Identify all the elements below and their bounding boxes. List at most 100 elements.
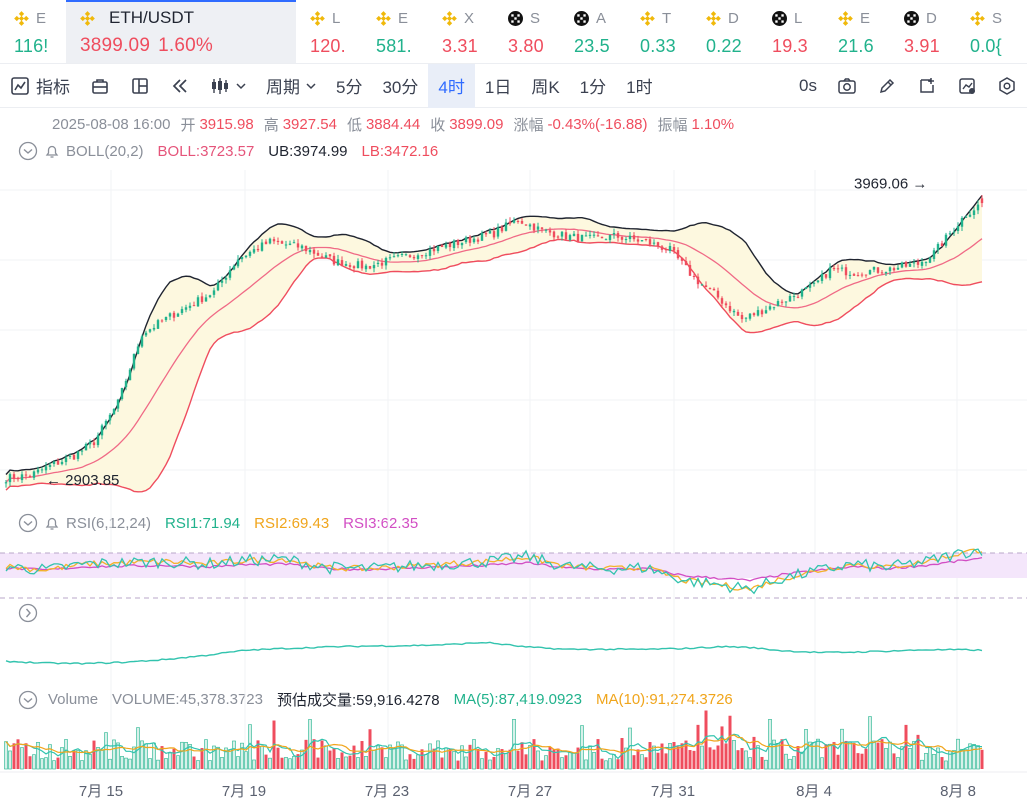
interval-button[interactable]: 30分 (382, 78, 419, 97)
x-tick-label: 8月 8 (940, 783, 976, 800)
candle-body (104, 420, 108, 426)
volume-bar (120, 756, 124, 770)
interval-button[interactable]: 1日 (484, 78, 512, 97)
candle-body (744, 317, 748, 319)
candle-body (904, 261, 908, 267)
volume-bar (940, 757, 944, 769)
interval-button[interactable]: 周K (531, 78, 560, 97)
ticker-header: ETH/USDT (80, 7, 296, 29)
candle-body (364, 265, 368, 270)
chart-type-button[interactable] (80, 64, 120, 108)
ticker-item[interactable]: E 581. (362, 0, 428, 63)
countdown: 0s (789, 64, 827, 108)
ticker-item[interactable]: L 120. (296, 0, 362, 63)
compare-button[interactable] (947, 64, 987, 108)
candle-style-button[interactable] (200, 64, 256, 108)
volume-bar (352, 745, 356, 769)
volume-bar (636, 749, 640, 769)
alert-bell-icon[interactable] (42, 141, 62, 161)
ticker-price: 3.31 (442, 36, 478, 56)
volume-bar (168, 752, 172, 770)
ticker-value-row: 3.91 (904, 36, 956, 57)
interval-button[interactable]: 1时 (626, 78, 653, 97)
x-tick-label: 7月 23 (365, 783, 409, 800)
candle-body (600, 236, 604, 239)
indicator-label: 指标 (36, 78, 70, 97)
ticker-item[interactable]: X 3.31 (428, 0, 494, 63)
interval-button[interactable]: 4时 (428, 63, 475, 108)
visibility-toggle-icon[interactable] (18, 141, 38, 161)
ticker-item[interactable]: A 23.5 (560, 0, 626, 63)
settings-button[interactable] (987, 64, 1027, 108)
candle-body (200, 296, 204, 303)
ticker-strip: E 116! ETH/USDT 3899.09 1.60% L 120. E 581. X 3.31… (0, 0, 1027, 64)
ticker-item[interactable]: D 3.91 (890, 0, 956, 63)
candle-body (908, 263, 912, 267)
candle-body (356, 261, 360, 268)
candle-body (48, 464, 52, 467)
ticker-item[interactable]: D 0.22 (692, 0, 758, 63)
volume-bar (228, 749, 232, 770)
countdown-label: 0s (799, 75, 817, 95)
volume-bar (860, 753, 864, 769)
candle-body (792, 296, 796, 298)
candle-body (56, 460, 60, 465)
period-dropdown[interactable]: 周期 (256, 64, 326, 108)
volume-bar (64, 739, 68, 770)
amplitude-value: 1.10% (691, 116, 735, 133)
ticker-item[interactable]: E 21.6 (824, 0, 890, 63)
candle-body (112, 408, 116, 415)
candle-body (828, 267, 832, 279)
candle-body (220, 280, 224, 283)
volume-bar (412, 758, 416, 769)
visibility-toggle-icon[interactable] (18, 690, 38, 710)
candle-body (716, 290, 720, 298)
volume-bar (224, 747, 228, 770)
ticker-item[interactable]: L 19.3 (758, 0, 824, 63)
volume-bar (852, 742, 856, 769)
expand-chevron-icon[interactable] (18, 603, 38, 623)
ticker-value-row: 120. (310, 36, 362, 57)
candle-body (536, 226, 540, 230)
price-chart[interactable]: 3969.06 → ← 2903.85 7月 15 7月 19 7月 23 7月 27 7月… (0, 108, 1027, 808)
volume-bar (760, 756, 764, 769)
ticker-item[interactable]: T 0.33 (626, 0, 692, 63)
candle-body (80, 450, 84, 452)
low-value: 3884.44 (365, 116, 421, 133)
candle-body (336, 259, 340, 266)
volume-bar (728, 715, 732, 769)
alert-bell-icon[interactable] (42, 513, 62, 533)
volume-bar (944, 760, 948, 770)
candle-body (740, 314, 744, 320)
draw-button[interactable] (867, 64, 907, 108)
volume-bar (216, 746, 220, 770)
candle-body (124, 380, 128, 388)
add-annotation-button[interactable] (907, 64, 947, 108)
visibility-toggle-icon[interactable] (18, 513, 38, 533)
screenshot-button[interactable] (827, 64, 867, 108)
ticker-item[interactable]: S 3.80 (494, 0, 560, 63)
settings-icon (999, 76, 1015, 95)
volume-bar (788, 758, 792, 770)
indicator-button[interactable]: 指标 (0, 64, 80, 108)
candle-body (500, 227, 504, 232)
ticker-active[interactable]: ETH/USDT 3899.09 1.60% (66, 0, 296, 63)
layout-button[interactable] (120, 64, 160, 108)
candle-body (520, 220, 524, 224)
candle-body (548, 230, 552, 233)
interval-button[interactable]: 1分 (579, 78, 607, 97)
candle-body (736, 311, 740, 316)
candle-body (616, 233, 620, 238)
interval-button[interactable]: 5分 (336, 78, 363, 97)
replay-button[interactable] (160, 64, 200, 108)
binance-icon (640, 10, 655, 26)
candle-body (464, 237, 468, 243)
candle-body (944, 234, 948, 246)
ticker-item[interactable]: S 0.0{ (956, 0, 1022, 63)
volume-bar (592, 752, 596, 770)
candle-body (212, 290, 216, 295)
volume-bar (568, 751, 572, 770)
volume-bar (4, 741, 8, 770)
ticker-item[interactable]: E 116! (0, 0, 66, 63)
candle-body (304, 245, 308, 252)
